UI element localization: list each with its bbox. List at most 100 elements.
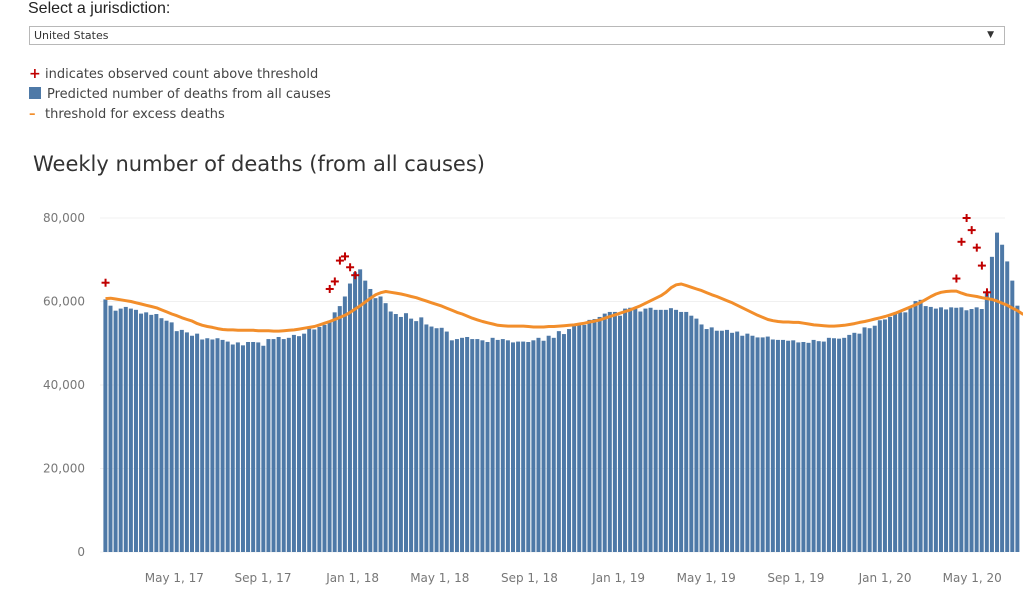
bar[interactable] — [643, 308, 648, 552]
bar[interactable] — [297, 336, 302, 552]
bar[interactable] — [536, 337, 541, 552]
bar[interactable] — [454, 339, 459, 552]
bar[interactable] — [694, 318, 699, 552]
bar[interactable] — [847, 334, 852, 552]
excess-marker[interactable] — [957, 237, 966, 246]
bar[interactable] — [1005, 261, 1010, 552]
bar[interactable] — [770, 339, 775, 552]
bar[interactable] — [923, 306, 928, 552]
bar[interactable] — [551, 337, 556, 552]
bar[interactable] — [597, 316, 602, 552]
bar[interactable] — [786, 340, 791, 552]
excess-marker[interactable] — [351, 271, 360, 280]
bar[interactable] — [434, 328, 439, 552]
bar[interactable] — [623, 308, 628, 552]
bar[interactable] — [862, 327, 867, 552]
bar[interactable] — [108, 305, 113, 552]
bar[interactable] — [205, 338, 210, 552]
bar[interactable] — [439, 327, 444, 552]
bar[interactable] — [154, 314, 159, 552]
bar[interactable] — [740, 335, 745, 552]
bar[interactable] — [220, 339, 225, 552]
bar[interactable] — [261, 345, 266, 552]
bar[interactable] — [470, 339, 475, 552]
bar[interactable] — [587, 319, 592, 552]
bar[interactable] — [521, 341, 526, 552]
bar[interactable] — [505, 340, 510, 552]
bar[interactable] — [811, 339, 816, 552]
bar[interactable] — [582, 324, 587, 552]
bar[interactable] — [230, 344, 235, 552]
bar[interactable] — [989, 256, 994, 552]
bar[interactable] — [684, 311, 689, 552]
excess-marker[interactable] — [325, 284, 334, 293]
bar[interactable] — [918, 299, 923, 552]
bar[interactable] — [113, 310, 118, 552]
excess-marker[interactable] — [962, 214, 971, 222]
bar[interactable] — [1015, 305, 1020, 552]
bar[interactable] — [979, 309, 984, 552]
excess-marker[interactable] — [967, 226, 976, 235]
bar[interactable] — [404, 313, 408, 552]
bar[interactable] — [607, 311, 612, 552]
excess-marker[interactable] — [101, 278, 110, 287]
bar[interactable] — [668, 308, 673, 552]
bar[interactable] — [857, 333, 862, 552]
bar[interactable] — [852, 332, 857, 552]
bar[interactable] — [307, 328, 312, 552]
bar[interactable] — [516, 341, 521, 552]
bar[interactable] — [954, 307, 959, 552]
bar[interactable] — [750, 335, 755, 552]
bar[interactable] — [179, 329, 184, 552]
bar[interactable] — [933, 308, 938, 552]
bar[interactable] — [235, 342, 240, 552]
bar[interactable] — [709, 327, 714, 552]
jurisdiction-select[interactable]: United States ▼ — [29, 26, 1005, 45]
bar[interactable] — [373, 298, 378, 552]
bar[interactable] — [368, 288, 373, 552]
bar[interactable] — [174, 331, 179, 552]
excess-marker[interactable] — [346, 263, 355, 272]
bar[interactable] — [302, 333, 307, 552]
bar[interactable] — [796, 342, 801, 552]
bar[interactable] — [872, 325, 877, 552]
bar[interactable] — [567, 329, 572, 552]
bar[interactable] — [689, 315, 694, 552]
bar[interactable] — [465, 336, 470, 552]
bar[interactable] — [877, 320, 882, 552]
bar[interactable] — [572, 324, 577, 552]
bar[interactable] — [648, 307, 653, 552]
bar[interactable] — [704, 329, 709, 552]
bar[interactable] — [128, 308, 133, 552]
bar[interactable] — [1010, 280, 1015, 552]
bar[interactable] — [633, 308, 638, 552]
bar[interactable] — [490, 337, 495, 552]
bar[interactable] — [1000, 244, 1005, 552]
bar[interactable] — [103, 299, 108, 552]
bar[interactable] — [928, 306, 933, 552]
bar[interactable] — [628, 307, 633, 552]
excess-marker[interactable] — [982, 288, 991, 297]
bar[interactable] — [699, 324, 704, 552]
excess-marker[interactable] — [330, 277, 339, 286]
bar[interactable] — [266, 339, 271, 552]
bar[interactable] — [995, 232, 1000, 553]
bar[interactable] — [363, 280, 368, 552]
bar[interactable] — [984, 293, 989, 552]
bar[interactable] — [638, 311, 643, 552]
bar[interactable] — [327, 320, 332, 552]
bar[interactable] — [342, 296, 347, 552]
bar[interactable] — [837, 338, 842, 552]
excess-marker[interactable] — [972, 243, 981, 252]
bar[interactable] — [882, 319, 887, 552]
bar[interactable] — [867, 328, 872, 552]
bar[interactable] — [546, 335, 551, 552]
bar[interactable] — [821, 341, 826, 552]
bar[interactable] — [806, 342, 811, 552]
bar[interactable] — [480, 340, 485, 552]
bar[interactable] — [617, 315, 622, 552]
bar[interactable] — [133, 309, 138, 552]
bar[interactable] — [831, 338, 836, 552]
bar[interactable] — [388, 311, 393, 552]
bar[interactable] — [903, 312, 908, 552]
